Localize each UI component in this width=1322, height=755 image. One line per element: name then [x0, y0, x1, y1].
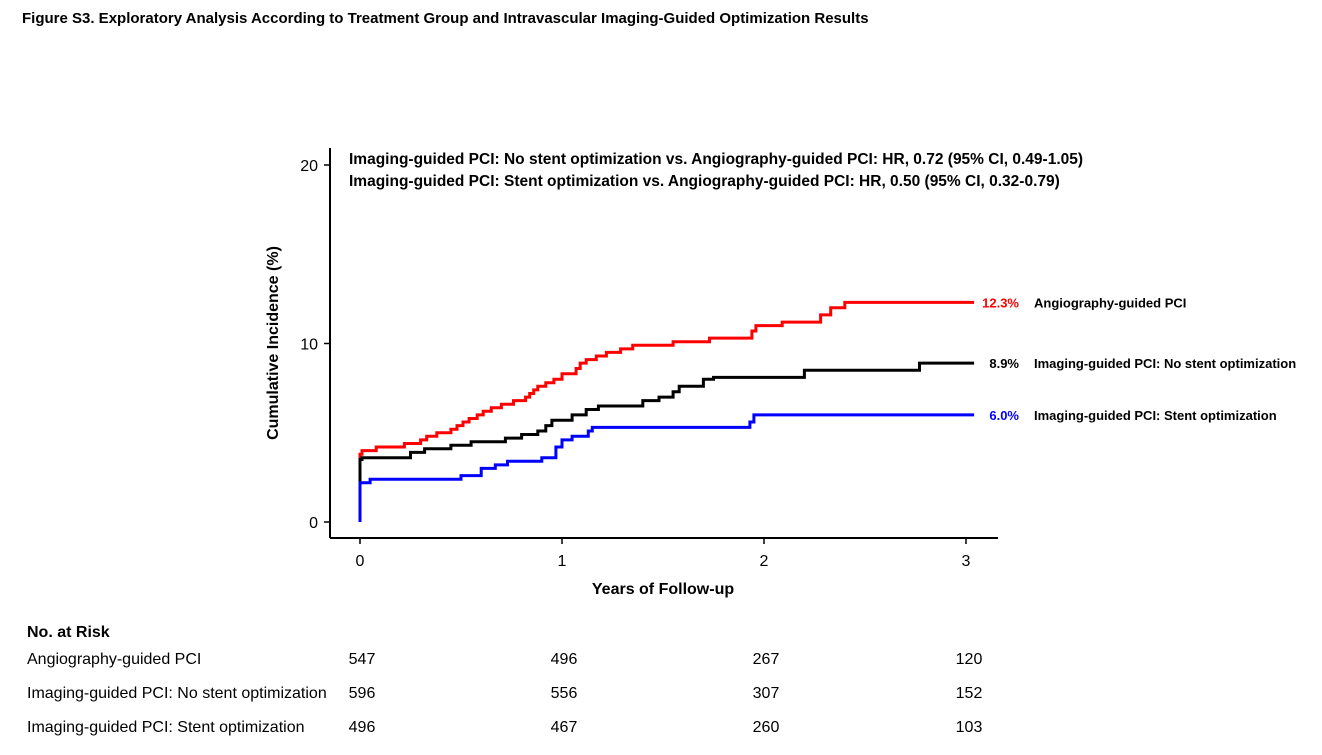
risk-row-stent-optimization: Imaging-guided PCI: Stent optimization 4… [0, 719, 1322, 745]
x-tick-label: 2 [760, 553, 769, 570]
risk-value: 596 [332, 685, 392, 703]
y-tick-label: 20 [300, 158, 318, 175]
x-tick-label: 0 [356, 553, 365, 570]
chart-axes: 0 10 20 0 1 2 3 Years of Follow-up Cumulative In… [265, 148, 998, 598]
risk-row-angiography: Angiography-guided PCI 547 496 267 120 [0, 651, 1322, 677]
y-axis-title: Cumulative Incidence (%) [265, 246, 282, 440]
series-name-label: Angiography-guided PCI [1034, 295, 1186, 310]
risk-value: 547 [332, 651, 392, 669]
series-name-label: Imaging-guided PCI: Stent optimization [1034, 408, 1277, 423]
y-tick-label: 10 [300, 337, 318, 354]
km-chart: 0 10 20 0 1 2 3 Years of Follow-up Cumulative In… [0, 0, 1322, 610]
risk-value: 120 [939, 651, 999, 669]
risk-value: 467 [534, 719, 594, 737]
x-tick-label: 3 [962, 553, 971, 570]
end-value-label: 12.3% [982, 295, 1019, 310]
hr-annotation: Imaging-guided PCI: Stent optimization v… [349, 173, 1060, 190]
risk-value: 260 [736, 719, 796, 737]
risk-value: 496 [534, 651, 594, 669]
risk-value: 496 [332, 719, 392, 737]
end-value-label: 6.0% [989, 408, 1019, 423]
risk-value: 307 [736, 685, 796, 703]
risk-value: 152 [939, 685, 999, 703]
risk-row-no-optimization: Imaging-guided PCI: No stent optimizatio… [0, 685, 1322, 711]
series-name-label: Imaging-guided PCI: No stent optimizatio… [1034, 356, 1296, 371]
risk-row-label: Imaging-guided PCI: No stent optimizatio… [27, 685, 327, 703]
risk-row-label: Imaging-guided PCI: Stent optimization [27, 719, 304, 737]
hr-annotation: Imaging-guided PCI: No stent optimizatio… [349, 151, 1083, 168]
x-axis-title: Years of Follow-up [592, 581, 734, 598]
risk-row-label: Angiography-guided PCI [27, 651, 201, 669]
chart-labels: Imaging-guided PCI: No stent optimizatio… [349, 151, 1296, 423]
chart-curves [360, 302, 974, 522]
y-tick-label: 0 [309, 515, 318, 532]
end-value-label: 8.9% [989, 356, 1019, 371]
x-tick-label: 1 [558, 553, 567, 570]
risk-table-heading: No. at Risk [27, 624, 110, 642]
km-curve-series-1 [360, 302, 974, 522]
km-curve-series-2 [360, 363, 974, 522]
risk-value: 556 [534, 685, 594, 703]
risk-value: 103 [939, 719, 999, 737]
risk-value: 267 [736, 651, 796, 669]
